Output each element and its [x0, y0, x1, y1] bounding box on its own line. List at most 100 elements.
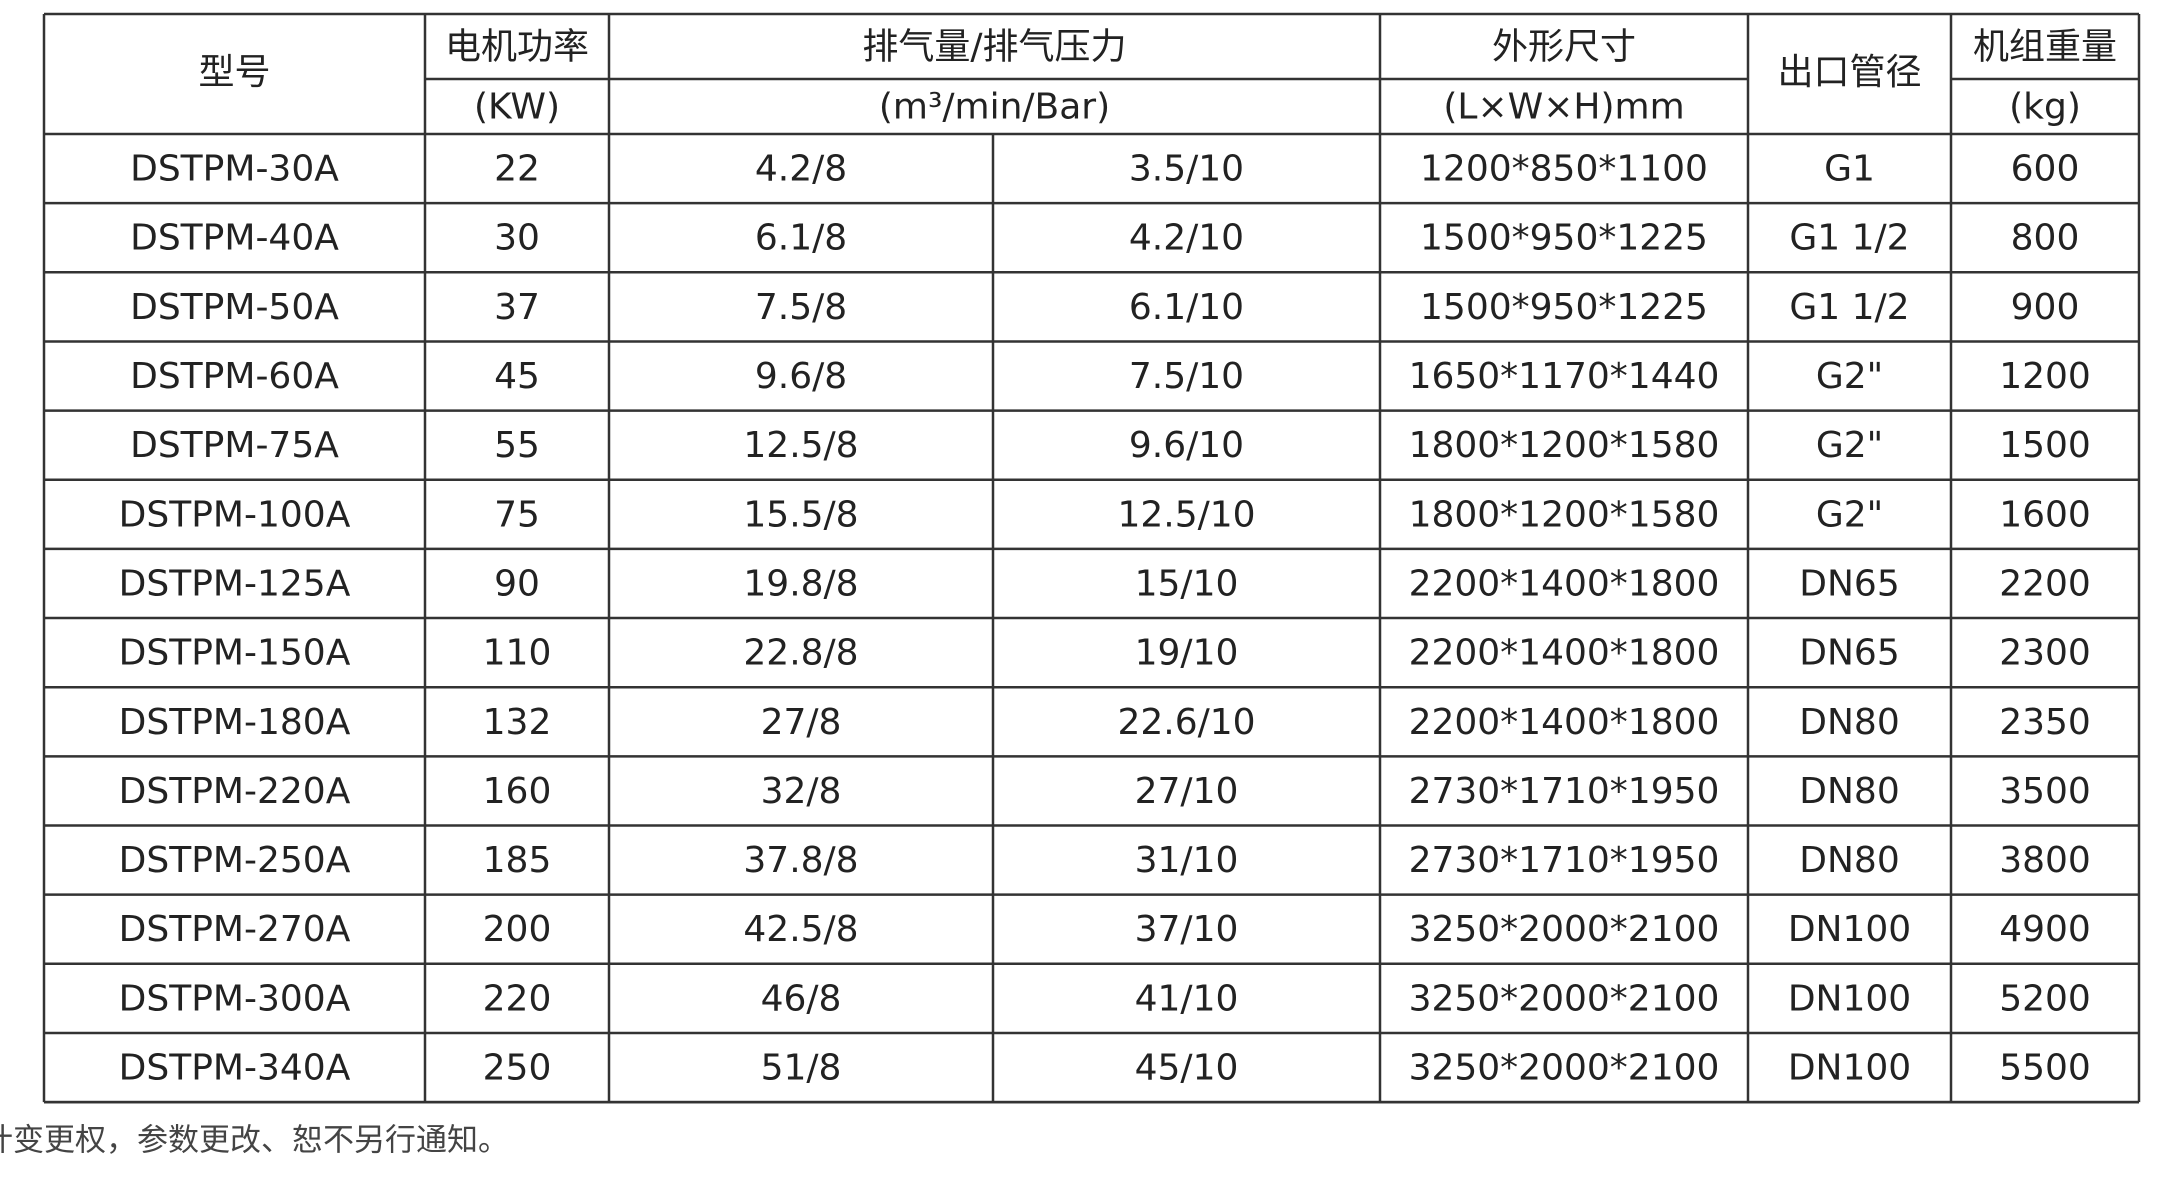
table-cell: 185 — [483, 840, 552, 881]
header-cell: 外形尺寸 — [1492, 27, 1636, 68]
table-cell: DN65 — [1799, 633, 1899, 674]
table-cell: 2200*1400*1800 — [1409, 702, 1720, 743]
table-cell: 4900 — [1999, 909, 2091, 950]
header-cell: 型号 — [198, 52, 270, 93]
table-cell: 4.2/8 — [755, 149, 847, 190]
table-cell: 2200*1400*1800 — [1409, 633, 1720, 674]
table-cell: G2" — [1816, 494, 1883, 535]
table-cell: DSTPM-150A — [119, 633, 351, 674]
table-cell: 2300 — [1999, 633, 2091, 674]
table-cell: 600 — [2011, 149, 2080, 190]
table-cell: 220 — [483, 978, 552, 1019]
table-cell: 55 — [494, 425, 540, 466]
table-cell: DN100 — [1788, 978, 1911, 1019]
table-cell: 9.6/8 — [755, 356, 847, 397]
table-cell: 2350 — [1999, 702, 2091, 743]
table-cell: 3250*2000*2100 — [1409, 909, 1720, 950]
table-cell: 1200 — [1999, 356, 2091, 397]
table-cell: 1600 — [1999, 494, 2091, 535]
table-cell: 2200*1400*1800 — [1409, 563, 1720, 604]
table-cell: 160 — [483, 771, 552, 812]
table-cell: G1 — [1824, 149, 1875, 190]
table-cell: 7.5/8 — [755, 287, 847, 328]
header-unit: (L×W×H)mm — [1443, 87, 1684, 128]
table-cell: 250 — [483, 1048, 552, 1089]
table-cell: 42.5/8 — [743, 909, 858, 950]
table-cell: 6.1/8 — [755, 218, 847, 259]
table-cell: 3500 — [1999, 771, 2091, 812]
table-cell: 5200 — [1999, 978, 2091, 1019]
table-cell: 22.8/8 — [743, 633, 858, 674]
table-cell: 15.5/8 — [743, 494, 858, 535]
table-cell: 12.5/10 — [1117, 494, 1255, 535]
table-cell: 2730*1710*1950 — [1409, 840, 1720, 881]
table-cell: DSTPM-75A — [130, 425, 339, 466]
table-cell: DSTPM-250A — [119, 840, 351, 881]
table-cell: 1800*1200*1580 — [1409, 494, 1720, 535]
table-cell: 200 — [483, 909, 552, 950]
table-cell: 3.5/10 — [1129, 149, 1244, 190]
table-cell: DSTPM-220A — [119, 771, 351, 812]
header-cell: 排气量/排气压力 — [862, 27, 1126, 68]
table-cell: 800 — [2011, 218, 2080, 259]
table-cell: 1500*950*1225 — [1420, 218, 1708, 259]
table-cell: DSTPM-300A — [119, 978, 351, 1019]
table-cell: DN100 — [1788, 1048, 1911, 1089]
table-cell: DN80 — [1799, 702, 1899, 743]
table-cell: 110 — [483, 633, 552, 674]
table-cell: 6.1/10 — [1129, 287, 1244, 328]
table-cell: G1 1/2 — [1789, 218, 1909, 259]
table-cell: DN65 — [1799, 563, 1899, 604]
table-cell: 31/10 — [1135, 840, 1239, 881]
table-cell: 900 — [2011, 287, 2080, 328]
table-cell: 30 — [494, 218, 540, 259]
table-cell: 37/10 — [1135, 909, 1239, 950]
table-cell: 7.5/10 — [1129, 356, 1244, 397]
table-cell: 3250*2000*2100 — [1409, 978, 1720, 1019]
table-cell: 45/10 — [1135, 1048, 1239, 1089]
header-unit: (kg) — [2009, 87, 2081, 128]
table-cell: DN100 — [1788, 909, 1911, 950]
table-cell: DSTPM-100A — [119, 494, 351, 535]
table-cell: DSTPM-270A — [119, 909, 351, 950]
table-cell: 22 — [494, 149, 540, 190]
table-cell: DSTPM-60A — [130, 356, 339, 397]
table-cell: 37.8/8 — [743, 840, 858, 881]
table-cell: 4.2/10 — [1129, 218, 1244, 259]
table-cell: 15/10 — [1135, 563, 1239, 604]
table-cell: 9.6/10 — [1129, 425, 1244, 466]
table-cell: DN80 — [1799, 840, 1899, 881]
table-cell: 1800*1200*1580 — [1409, 425, 1720, 466]
table-cell: DSTPM-340A — [119, 1048, 351, 1089]
table-cell: DSTPM-30A — [130, 149, 339, 190]
header-cell: 机组重量 — [1973, 27, 2117, 68]
table-cell: 1650*1170*1440 — [1409, 356, 1720, 397]
table-cell: G1 1/2 — [1789, 287, 1909, 328]
table-cell: 2200 — [1999, 563, 2091, 604]
table-cell: G2" — [1816, 425, 1883, 466]
table-cell: 46/8 — [761, 978, 842, 1019]
table-cell: 3250*2000*2100 — [1409, 1048, 1720, 1089]
footnote: 本公司对产品不断改进保有设计变更权，参数更改、恕不另行通知。 — [0, 1123, 509, 1159]
table-cell: 1500 — [1999, 425, 2091, 466]
header-unit: (KW) — [474, 87, 560, 128]
header-cell: 电机功率 — [445, 27, 589, 68]
table-cell: DN80 — [1799, 771, 1899, 812]
header-unit: (m³/min/Bar) — [879, 87, 1110, 128]
table-cell: 5500 — [1999, 1048, 2091, 1089]
table-cell: 45 — [494, 356, 540, 397]
table-cell: 41/10 — [1135, 978, 1239, 1019]
table-cell: 22.6/10 — [1117, 702, 1255, 743]
table-cell: 3800 — [1999, 840, 2091, 881]
table-cell: 37 — [494, 287, 540, 328]
table-cell: 19/10 — [1135, 633, 1239, 674]
table-cell: 32/8 — [761, 771, 842, 812]
table-cell: 19.8/8 — [743, 563, 858, 604]
table-cell: DSTPM-125A — [119, 563, 351, 604]
table-cell: 51/8 — [761, 1048, 842, 1089]
table-cell: 27/10 — [1135, 771, 1239, 812]
table-cell: DSTPM-40A — [130, 218, 339, 259]
table-cell: DSTPM-180A — [119, 702, 351, 743]
